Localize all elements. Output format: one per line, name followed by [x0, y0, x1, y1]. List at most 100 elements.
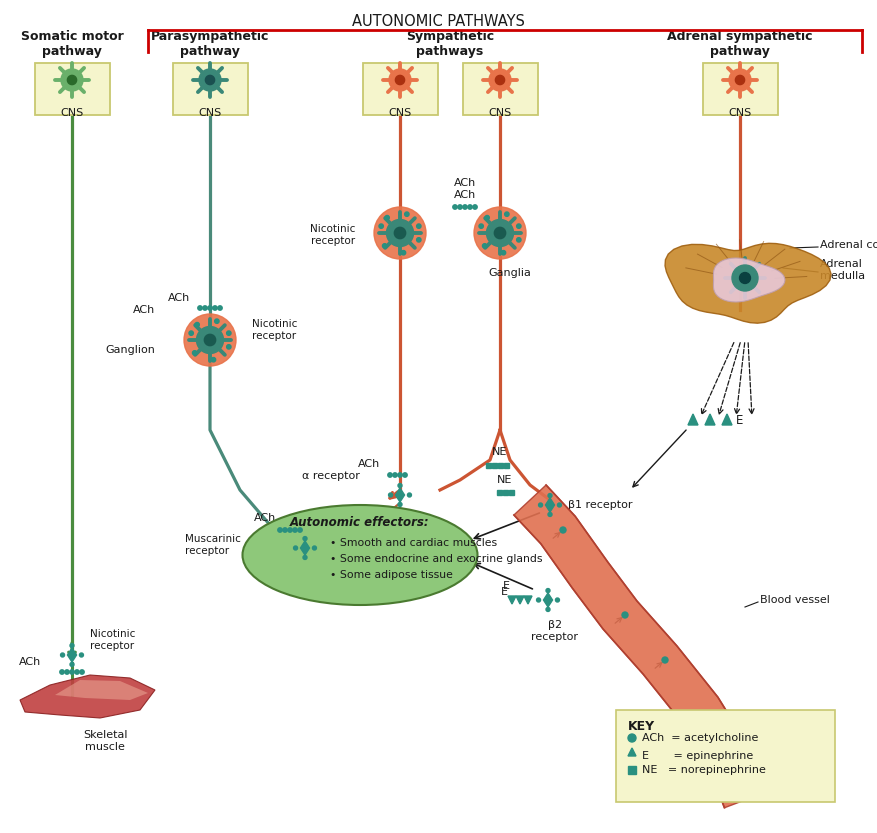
- Text: E: E: [503, 581, 510, 591]
- Circle shape: [408, 493, 411, 497]
- Circle shape: [396, 75, 404, 85]
- Circle shape: [389, 493, 393, 497]
- Circle shape: [736, 75, 745, 85]
- Circle shape: [404, 212, 409, 217]
- Circle shape: [546, 589, 550, 592]
- Circle shape: [548, 493, 552, 497]
- Circle shape: [403, 473, 407, 477]
- Circle shape: [203, 306, 207, 310]
- Circle shape: [487, 219, 514, 247]
- Circle shape: [374, 207, 426, 259]
- Circle shape: [385, 216, 389, 220]
- Text: Adrenal sympathetic
pathway: Adrenal sympathetic pathway: [667, 30, 813, 58]
- Circle shape: [517, 237, 521, 242]
- Polygon shape: [545, 498, 554, 512]
- Circle shape: [189, 331, 194, 336]
- Circle shape: [60, 670, 64, 674]
- Circle shape: [463, 205, 467, 209]
- Circle shape: [205, 75, 215, 85]
- Circle shape: [495, 227, 506, 239]
- Text: Nicotinic
receptor: Nicotinic receptor: [252, 319, 297, 341]
- Polygon shape: [508, 596, 516, 604]
- Bar: [509, 490, 514, 495]
- Circle shape: [196, 327, 224, 353]
- Polygon shape: [20, 675, 155, 718]
- Text: E: E: [501, 587, 508, 597]
- Text: Somatic motor
pathway: Somatic motor pathway: [21, 30, 124, 58]
- Text: • Some adipose tissue: • Some adipose tissue: [330, 570, 453, 580]
- Circle shape: [388, 473, 392, 477]
- Bar: [503, 490, 508, 495]
- Circle shape: [555, 598, 560, 602]
- Circle shape: [70, 644, 74, 647]
- Bar: [497, 462, 503, 467]
- Circle shape: [560, 527, 566, 533]
- Text: E       = epinephrine: E = epinephrine: [642, 751, 753, 761]
- Text: • Some endocrine and exocrine glands: • Some endocrine and exocrine glands: [330, 554, 543, 564]
- Text: CNS: CNS: [488, 108, 511, 118]
- Circle shape: [538, 503, 543, 507]
- Text: β2
receptor: β2 receptor: [531, 620, 579, 641]
- Circle shape: [398, 473, 403, 477]
- Polygon shape: [713, 258, 785, 302]
- Text: Blood vessel: Blood vessel: [760, 595, 830, 605]
- Circle shape: [473, 205, 477, 209]
- FancyBboxPatch shape: [462, 63, 538, 115]
- Circle shape: [398, 502, 402, 506]
- Circle shape: [453, 205, 457, 209]
- Circle shape: [198, 306, 203, 310]
- Circle shape: [226, 345, 231, 349]
- Circle shape: [485, 216, 489, 220]
- Circle shape: [739, 272, 751, 283]
- Text: ACh  = acetylcholine: ACh = acetylcholine: [642, 733, 759, 743]
- Text: Ganglia: Ganglia: [488, 268, 531, 278]
- FancyBboxPatch shape: [34, 63, 110, 115]
- Text: Nicotinic
receptor: Nicotinic receptor: [90, 629, 135, 651]
- Circle shape: [502, 251, 506, 255]
- Text: NE: NE: [492, 447, 508, 457]
- Text: NE   = norepinephrine: NE = norepinephrine: [642, 765, 766, 775]
- Polygon shape: [665, 243, 831, 323]
- Bar: [503, 462, 509, 467]
- Circle shape: [294, 546, 297, 550]
- Polygon shape: [55, 680, 148, 700]
- Circle shape: [398, 483, 402, 487]
- Circle shape: [217, 306, 222, 310]
- Circle shape: [226, 331, 231, 336]
- Text: AUTONOMIC PATHWAYS: AUTONOMIC PATHWAYS: [352, 14, 524, 29]
- Circle shape: [479, 224, 483, 228]
- Text: Ganglion: Ganglion: [105, 345, 155, 355]
- Text: CNS: CNS: [389, 108, 411, 118]
- Circle shape: [417, 224, 421, 228]
- Circle shape: [75, 670, 79, 674]
- Text: Adrenal cortex: Adrenal cortex: [820, 240, 877, 250]
- Circle shape: [387, 219, 414, 247]
- Bar: [496, 490, 502, 495]
- Circle shape: [213, 306, 217, 310]
- Polygon shape: [524, 596, 532, 604]
- FancyBboxPatch shape: [362, 63, 438, 115]
- Circle shape: [288, 528, 292, 532]
- Text: Parasympathetic
pathway: Parasympathetic pathway: [151, 30, 269, 58]
- Text: Sympathetic
pathways: Sympathetic pathways: [406, 30, 494, 58]
- Circle shape: [70, 662, 74, 666]
- Circle shape: [548, 512, 552, 516]
- Text: Nicotinic
receptor: Nicotinic receptor: [310, 224, 355, 246]
- Circle shape: [282, 528, 287, 532]
- Circle shape: [622, 612, 628, 618]
- FancyBboxPatch shape: [173, 63, 247, 115]
- FancyBboxPatch shape: [616, 710, 835, 802]
- Text: ACh: ACh: [168, 293, 190, 303]
- Circle shape: [278, 528, 282, 532]
- Circle shape: [192, 351, 196, 355]
- Circle shape: [382, 244, 387, 248]
- Polygon shape: [688, 414, 698, 425]
- Circle shape: [70, 670, 75, 674]
- Circle shape: [208, 306, 212, 310]
- Text: ACh: ACh: [253, 513, 276, 523]
- Text: KEY: KEY: [628, 720, 655, 733]
- Text: Autonomic effectors:: Autonomic effectors:: [290, 516, 430, 530]
- Polygon shape: [68, 648, 76, 662]
- Text: Muscarinic
receptor: Muscarinic receptor: [185, 534, 241, 556]
- Circle shape: [558, 503, 561, 507]
